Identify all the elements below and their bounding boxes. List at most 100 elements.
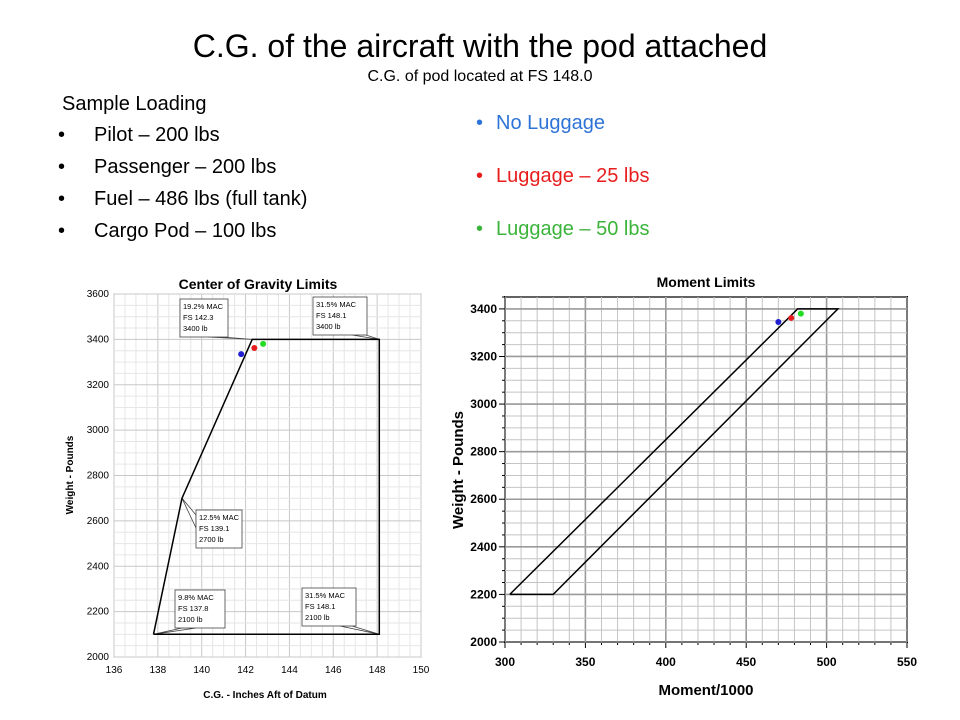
cg-xtick-label: 146 xyxy=(325,665,342,676)
callout-text: 3400 lb xyxy=(183,324,208,333)
cg-callout: 31.5% MAC FS 148.1 2100 lb xyxy=(301,587,380,635)
slide-subtitle: C.G. of pod located at FS 148.0 xyxy=(367,68,593,85)
mom-ytick-label: 2800 xyxy=(470,445,497,459)
callout-text: 2700 lb xyxy=(199,535,224,544)
legend-label: No Luggage xyxy=(496,112,605,134)
cg-ytick-label: 2000 xyxy=(87,652,110,663)
mom-ytick-label: 3000 xyxy=(470,397,497,411)
mom-xtick-label: 300 xyxy=(495,655,515,669)
callout-box xyxy=(174,589,226,629)
callout-text: 2100 lb xyxy=(305,613,330,622)
loading-list: • Pilot – 200 lbs • Passenger – 200 lbs • F… xyxy=(58,123,307,251)
cg-data-point xyxy=(251,344,258,351)
cg-ylabel: Weight - Pounds xyxy=(65,435,76,514)
legend-label: Luggage – 25 lbs xyxy=(496,165,650,187)
callout-text: 12.5% MAC xyxy=(199,513,240,522)
callout-text: 31.5% MAC xyxy=(305,591,346,600)
luggage-legend: • No Luggage • Luggage – 25 lbs • Luggage –… xyxy=(476,111,649,270)
cg-ticks: 136 138 140 142 144 146 148 150 2000 2200 2400 2600… xyxy=(87,289,430,676)
callout-text: 31.5% MAC xyxy=(316,300,357,309)
callout-text: FS 148.1 xyxy=(305,602,335,611)
cg-ytick-label: 3000 xyxy=(87,425,110,436)
callout-box xyxy=(195,509,243,549)
cg-ytick-label: 2600 xyxy=(87,516,110,527)
callout-text: 2100 lb xyxy=(178,615,203,624)
cg-points xyxy=(238,340,267,358)
cg-xlabel: C.G. - Inches Aft of Datum xyxy=(203,690,327,701)
bullet-icon: • xyxy=(476,112,484,134)
mom-xtick-label: 550 xyxy=(897,655,917,669)
cg-ytick-label: 2400 xyxy=(87,561,110,572)
cg-data-point xyxy=(238,351,245,358)
cg-ytick-label: 3400 xyxy=(87,334,110,345)
callout-text: 3400 lb xyxy=(316,322,341,331)
callout-text: FS 142.3 xyxy=(183,313,213,322)
cg-data-point xyxy=(260,340,267,347)
cg-grid xyxy=(113,293,422,658)
loading-item: • Cargo Pod – 100 lbs xyxy=(58,219,307,251)
cg-callouts: 19.2% MAC FS 142.3 3400 lb 31.5% MAC FS 148.… xyxy=(153,296,380,635)
callout-text: FS 148.1 xyxy=(316,311,346,320)
moment-data-point xyxy=(775,318,782,325)
cg-ytick-label: 3600 xyxy=(87,289,110,300)
loading-item: • Pilot – 200 lbs xyxy=(58,123,307,155)
cg-xtick-label: 140 xyxy=(193,665,210,676)
cg-ytick-label: 2200 xyxy=(87,607,110,618)
cg-ytick-label: 3200 xyxy=(87,380,110,391)
loading-item-label: Fuel – 486 lbs (full tank) xyxy=(94,188,308,210)
cg-xtick-label: 142 xyxy=(237,665,254,676)
moment-data-point xyxy=(797,310,804,317)
bullet-icon: • xyxy=(58,220,66,242)
callout-text: FS 137.8 xyxy=(178,604,208,613)
mom-ticks: 300 350 400 450 500 550 2000 2200 2400 2600 2800 30… xyxy=(470,302,917,669)
cg-callout: 19.2% MAC FS 142.3 3400 lb xyxy=(179,298,253,340)
cg-callout: 31.5% MAC FS 148.1 3400 lb xyxy=(312,296,380,340)
mom-ytick-label: 2400 xyxy=(470,540,497,554)
bullet-icon: • xyxy=(476,218,484,240)
bullet-icon: • xyxy=(58,156,66,178)
mom-ytick-label: 2000 xyxy=(470,635,497,649)
cg-ytick-label: 2800 xyxy=(87,471,110,482)
loading-item-label: Passenger – 200 lbs xyxy=(94,156,277,178)
slide-title: C.G. of the aircraft with the pod attach… xyxy=(192,28,768,64)
callout-text: FS 139.1 xyxy=(199,524,229,533)
bullet-icon: • xyxy=(58,188,66,210)
mom-ylabel: Weight - Pounds xyxy=(450,411,467,529)
mom-ytick-label: 3400 xyxy=(470,302,497,316)
legend-item-no-luggage: • No Luggage xyxy=(476,111,649,164)
mom-ytick-label: 2600 xyxy=(470,492,497,506)
mom-xtick-label: 400 xyxy=(656,655,676,669)
cg-xtick-label: 144 xyxy=(281,665,298,676)
loading-item-label: Pilot – 200 lbs xyxy=(94,124,220,146)
mom-chart-title: Moment Limits xyxy=(657,274,756,290)
callout-box xyxy=(312,296,368,336)
moment-data-point xyxy=(788,314,795,321)
cg-xtick-label: 150 xyxy=(413,665,430,676)
mom-ytick-label: 3200 xyxy=(470,349,497,363)
legend-item-luggage-25: • Luggage – 25 lbs xyxy=(476,164,649,217)
loading-item-label: Cargo Pod – 100 lbs xyxy=(94,220,277,242)
bullet-icon: • xyxy=(58,124,66,146)
mom-grid xyxy=(499,296,908,648)
legend-label: Luggage – 50 lbs xyxy=(496,218,650,240)
sample-loading-heading: Sample Loading xyxy=(62,93,207,115)
cg-callout: 12.5% MAC FS 139.1 2700 lb xyxy=(181,497,243,549)
mom-xtick-label: 500 xyxy=(817,655,837,669)
cg-chart-title: Center of Gravity Limits xyxy=(179,276,338,292)
callout-text: 9.8% MAC xyxy=(178,593,214,602)
mom-xlabel: Moment/1000 xyxy=(658,682,753,699)
cg-envelope-line xyxy=(152,338,381,636)
bullet-icon: • xyxy=(476,165,484,187)
cg-xtick-label: 148 xyxy=(369,665,386,676)
mom-xtick-label: 450 xyxy=(736,655,756,669)
mom-plot-frame xyxy=(504,296,908,643)
callout-box xyxy=(301,587,357,627)
cg-xtick-label: 136 xyxy=(106,665,123,676)
moment-envelope-line xyxy=(509,308,840,596)
cg-xtick-label: 138 xyxy=(150,665,167,676)
cg-callout: 9.8% MAC FS 137.8 2100 lb xyxy=(153,589,226,635)
callout-text: 19.2% MAC xyxy=(183,302,224,311)
mom-xtick-label: 350 xyxy=(575,655,595,669)
